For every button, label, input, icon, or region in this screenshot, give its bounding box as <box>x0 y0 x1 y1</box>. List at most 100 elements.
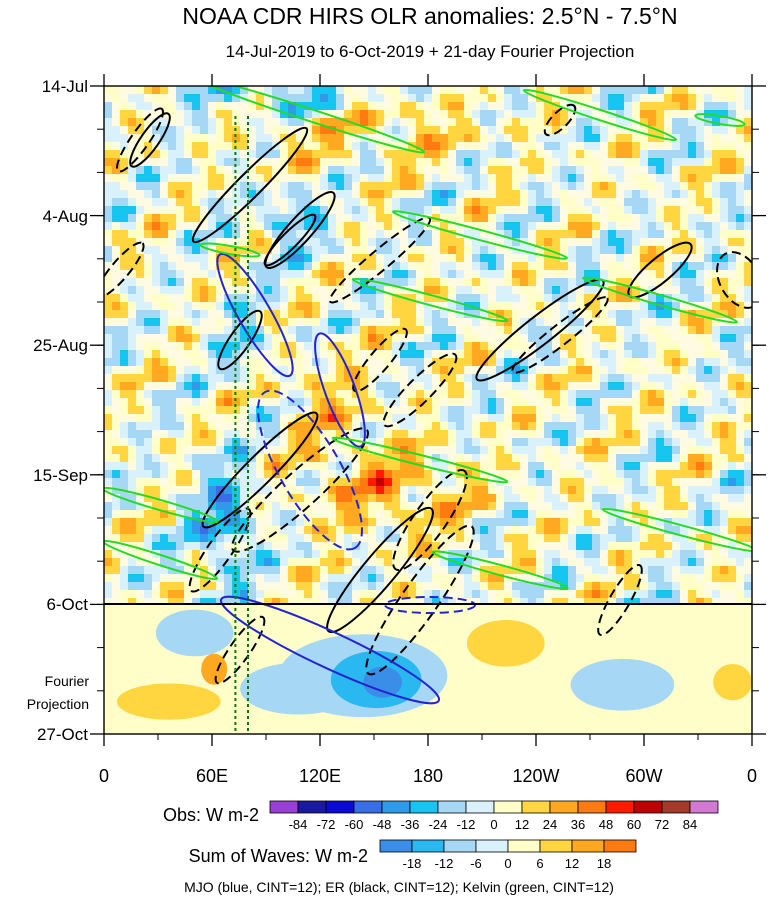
obs-anomaly-cell <box>432 422 440 430</box>
obs-anomaly-cell <box>120 502 128 510</box>
obs-anomaly-cell <box>320 134 328 142</box>
obs-anomaly-cell <box>512 270 520 278</box>
kelvin-contour <box>331 436 509 484</box>
obs-anomaly-cell <box>656 262 664 270</box>
obs-anomaly-cell <box>128 94 136 102</box>
obs-anomaly-cell <box>208 398 216 406</box>
obs-anomaly-cell <box>480 118 488 126</box>
obs-anomaly-cell <box>552 262 560 270</box>
obs-anomaly-cell <box>200 438 208 446</box>
obs-anomaly-cell <box>656 494 664 502</box>
er-contour <box>201 411 319 529</box>
obs-anomaly-cell <box>512 278 520 286</box>
obs-anomaly-cell <box>392 582 400 590</box>
obs-anomaly-cell <box>424 382 432 390</box>
obs-anomaly-cell <box>712 166 720 174</box>
obs-anomaly-cell <box>568 150 576 158</box>
obs-anomaly-cell <box>336 278 344 286</box>
obs-anomaly-cell <box>120 222 128 230</box>
obs-anomaly-cell <box>432 102 440 110</box>
obs-anomaly-cell <box>112 446 120 454</box>
obs-anomaly-cell <box>544 214 552 222</box>
obs-anomaly-cell <box>608 382 616 390</box>
obs-anomaly-cell <box>704 366 712 374</box>
obs-anomaly-cell <box>216 590 224 598</box>
obs-anomaly-cell <box>136 414 144 422</box>
obs-anomaly-cell <box>536 254 544 262</box>
obs-anomaly-cell <box>728 486 736 494</box>
obs-anomaly-cell <box>136 302 144 310</box>
obs-anomaly-cell <box>416 206 424 214</box>
obs-anomaly-cell <box>296 150 304 158</box>
obs-anomaly-cell <box>280 470 288 478</box>
obs-anomaly-cell <box>440 334 448 342</box>
obs-anomaly-cell <box>424 502 432 510</box>
obs-anomaly-cell <box>304 414 312 422</box>
obs-anomaly-cell <box>536 406 544 414</box>
obs-anomaly-cell <box>696 286 704 294</box>
obs-anomaly-cell <box>120 470 128 478</box>
obs-anomaly-cell <box>672 598 680 606</box>
obs-anomaly-cell <box>168 270 176 278</box>
obs-anomaly-cell <box>504 126 512 134</box>
obs-anomaly-cell <box>552 518 560 526</box>
obs-anomaly-cell <box>184 110 192 118</box>
obs-anomaly-cell <box>480 222 488 230</box>
obs-anomaly-cell <box>280 550 288 558</box>
obs-anomaly-cell <box>240 294 248 302</box>
obs-anomaly-cell <box>160 446 168 454</box>
obs-anomaly-cell <box>504 118 512 126</box>
obs-anomaly-cell <box>296 358 304 366</box>
obs-anomaly-cell <box>168 134 176 142</box>
obs-anomaly-cell <box>544 598 552 606</box>
obs-anomaly-cell <box>360 390 368 398</box>
obs-anomaly-cell <box>392 214 400 222</box>
obs-anomaly-cell <box>576 86 584 94</box>
obs-anomaly-cell <box>176 446 184 454</box>
obs-anomaly-cell <box>584 558 592 566</box>
obs-anomaly-cell <box>376 374 384 382</box>
obs-anomaly-cell <box>696 590 704 598</box>
obs-anomaly-cell <box>144 222 152 230</box>
obs-anomaly-cell <box>384 526 392 534</box>
obs-anomaly-cell <box>104 470 112 478</box>
obs-anomaly-cell <box>552 94 560 102</box>
obs-anomaly-cell <box>656 422 664 430</box>
obs-anomaly-cell <box>528 422 536 430</box>
obs-anomaly-cell <box>360 142 368 150</box>
obs-anomaly-cell <box>328 494 336 502</box>
obs-anomaly-cell <box>192 390 200 398</box>
obs-anomaly-cell <box>304 510 312 518</box>
obs-anomaly-cell <box>344 350 352 358</box>
obs-anomaly-cell <box>592 582 600 590</box>
obs-anomaly-cell <box>304 318 312 326</box>
obs-anomaly-cell <box>208 598 216 606</box>
obs-anomaly-cell <box>528 430 536 438</box>
obs-anomaly-cell <box>112 374 120 382</box>
obs-anomaly-cell <box>664 190 672 198</box>
obs-anomaly-cell <box>312 158 320 166</box>
obs-anomaly-cell <box>520 398 528 406</box>
obs-anomaly-cell <box>104 558 112 566</box>
obs-anomaly-cell <box>608 198 616 206</box>
obs-anomaly-cell <box>696 566 704 574</box>
obs-anomaly-cell <box>336 582 344 590</box>
obs-anomaly-cell <box>512 342 520 350</box>
obs-anomaly-cell <box>168 222 176 230</box>
obs-anomaly-cell <box>288 430 296 438</box>
obs-anomaly-cell <box>592 494 600 502</box>
obs-anomaly-cell <box>488 414 496 422</box>
obs-anomaly-cell <box>640 102 648 110</box>
obs-anomaly-cell <box>712 158 720 166</box>
obs-anomaly-cell <box>736 238 744 246</box>
obs-anomaly-cell <box>560 534 568 542</box>
obs-anomaly-cell <box>280 94 288 102</box>
obs-anomaly-cell <box>344 198 352 206</box>
obs-anomaly-cell <box>576 334 584 342</box>
obs-anomaly-cell <box>680 110 688 118</box>
obs-anomaly-cell <box>512 150 520 158</box>
obs-anomaly-cell <box>464 510 472 518</box>
obs-anomaly-cell <box>504 470 512 478</box>
obs-anomaly-cell <box>408 294 416 302</box>
obs-anomaly-cell <box>696 502 704 510</box>
